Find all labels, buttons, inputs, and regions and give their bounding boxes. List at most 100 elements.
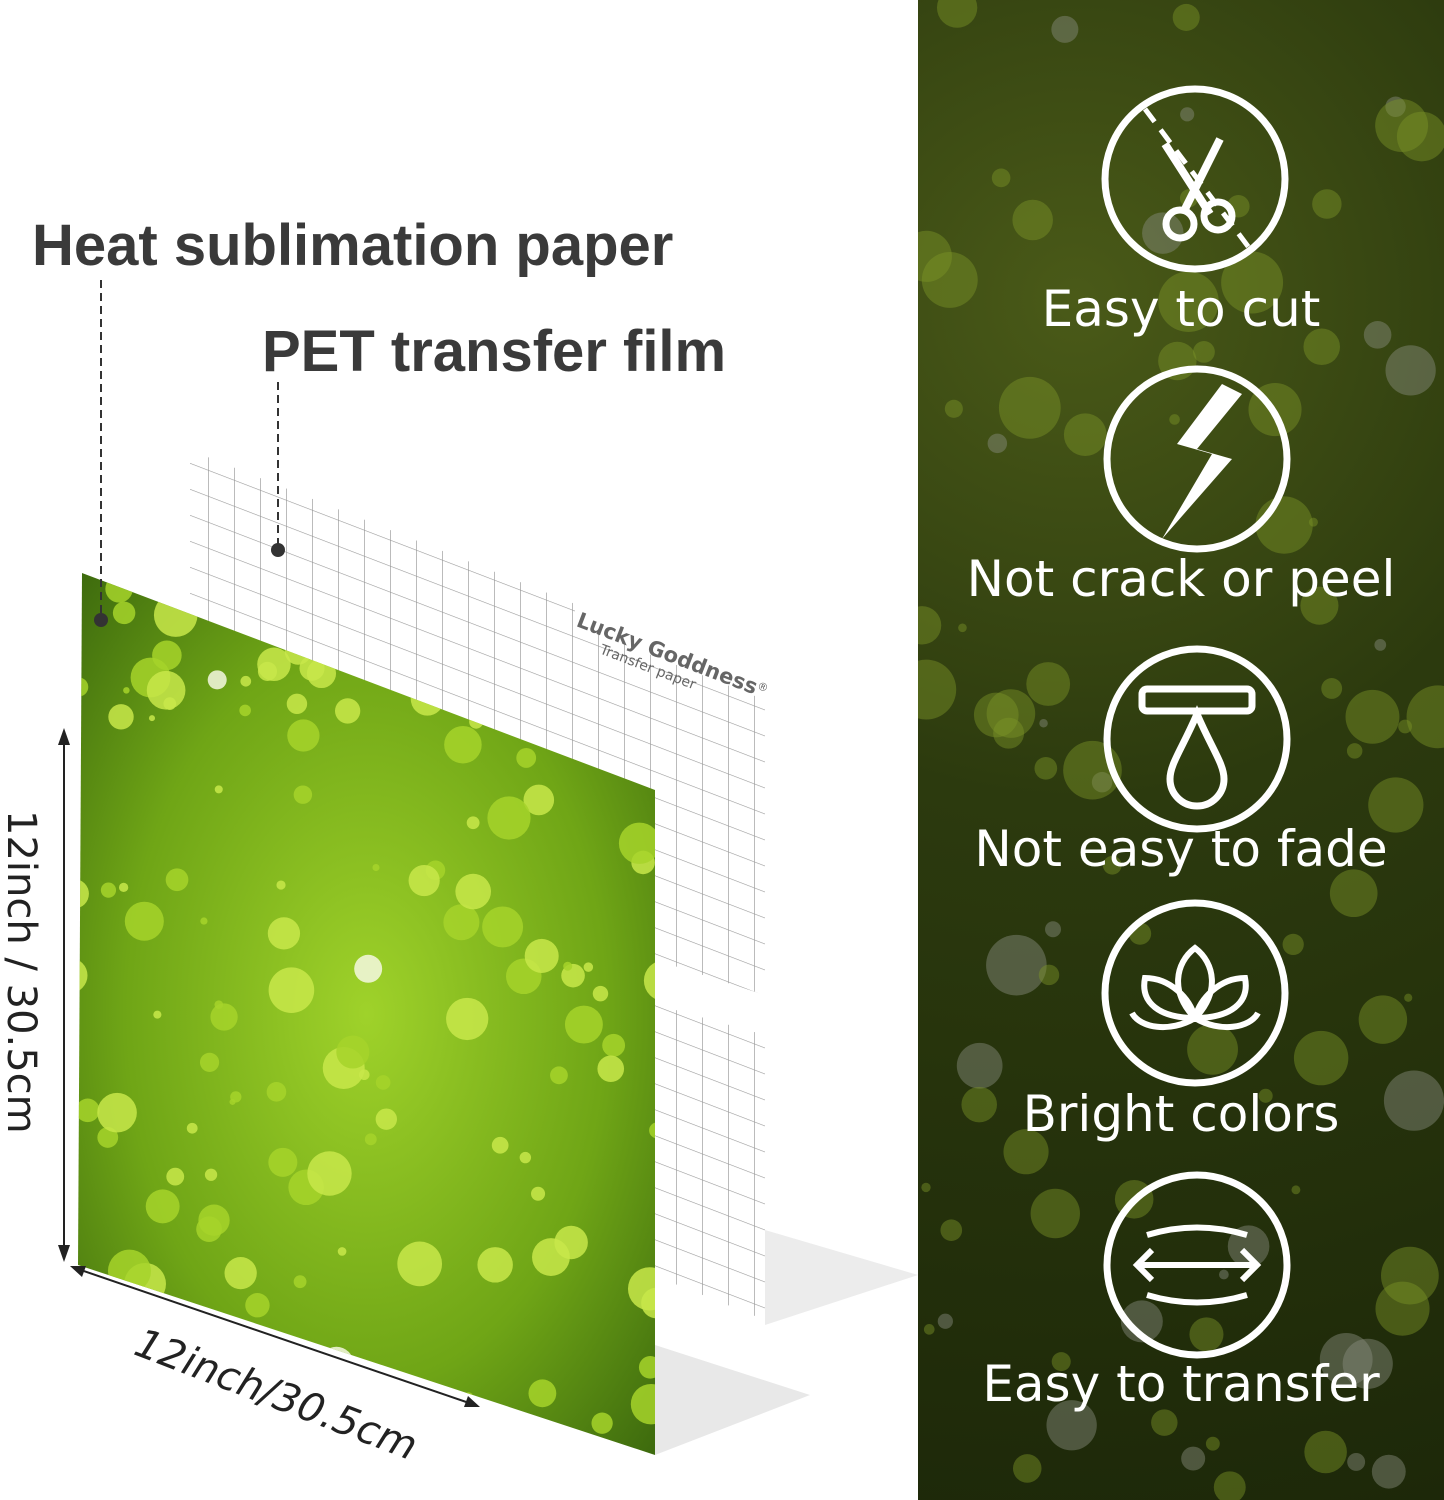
sheets-drawing [58, 280, 918, 1455]
bokeh-dot [1385, 345, 1436, 396]
bokeh-dot [1375, 99, 1429, 153]
bokeh-dot [1293, 1030, 1349, 1086]
bokeh-dot [1375, 1281, 1430, 1336]
glitter-dot [207, 670, 227, 690]
shadow [655, 1345, 810, 1455]
bokeh-dot [1213, 1471, 1246, 1500]
bokeh-dot [1396, 111, 1444, 162]
bokeh-dot [1282, 933, 1304, 956]
glitter-dot [78, 1098, 100, 1123]
glitter-dot [152, 1440, 163, 1450]
glitter-dot [602, 1033, 626, 1057]
bokeh-dot [991, 168, 1011, 188]
bokeh-dot [1385, 96, 1406, 117]
glitter-dot [318, 1346, 354, 1382]
glitter-dot [123, 687, 130, 694]
glitter-dot [268, 967, 315, 1014]
glitter-dot [78, 1420, 97, 1447]
bokeh-dot [986, 934, 1047, 996]
bokeh-dot [1180, 107, 1195, 122]
bokeh-dot [921, 1182, 931, 1193]
glitter-dot [286, 693, 308, 715]
glitter-dot [638, 1356, 655, 1379]
glitter-dot [239, 704, 251, 717]
bokeh-dot [1398, 719, 1413, 734]
glitter-dot [487, 796, 531, 840]
glitter-dot [97, 1092, 137, 1133]
glitter-dot [146, 670, 186, 710]
bokeh-dot [1380, 1246, 1439, 1305]
bokeh-dot [1063, 413, 1107, 457]
glitter-dot [153, 1010, 162, 1019]
bokeh-dot [918, 230, 952, 282]
bokeh-dot [1026, 662, 1071, 706]
bokeh-dot [961, 1086, 997, 1123]
heat-paper-callout: Heat sublimation paper [32, 213, 674, 278]
glitter-dot [550, 1066, 568, 1085]
bokeh-dot [1368, 777, 1424, 833]
glitter-dot [240, 675, 252, 687]
drop-icon [1103, 645, 1291, 833]
stretch-arrows-icon [1103, 1171, 1291, 1359]
glitter-dot [257, 647, 291, 682]
bokeh-dot [1321, 678, 1343, 699]
glitter-dot [224, 1256, 257, 1290]
glitter-dot [446, 997, 489, 1041]
glitter-dot [97, 1127, 119, 1148]
glitter-dot [148, 715, 156, 722]
feature-label: Easy to transfer [982, 1355, 1380, 1413]
glitter-dot [564, 1005, 603, 1044]
bokeh-dot [1189, 1317, 1224, 1352]
glitter-dot [630, 1383, 655, 1425]
bokeh-dot [918, 606, 942, 645]
bokeh-dot [1345, 689, 1400, 744]
glitter-dot [214, 1000, 224, 1009]
glitter-dot [118, 882, 129, 893]
glitter-dot [245, 1293, 270, 1318]
glitter-dot [166, 1167, 185, 1186]
glitter-dot [618, 822, 655, 864]
feature-label: Not easy to fade [974, 820, 1388, 878]
glitter-dot [583, 962, 594, 972]
glitter-dot [372, 863, 380, 872]
glitter-dot [408, 1388, 416, 1396]
crack-icon [1103, 365, 1291, 553]
bokeh-dot [1347, 1452, 1366, 1471]
glitter-dot [293, 1275, 307, 1289]
bokeh-dot [940, 1219, 963, 1242]
bokeh-dot [1308, 517, 1318, 527]
glitter-dot [334, 698, 361, 724]
glitter-dot [397, 1241, 443, 1287]
bokeh-dot [1038, 964, 1060, 986]
bokeh-dot [1120, 1300, 1163, 1343]
bokeh-dot [1169, 414, 1180, 425]
bokeh-dot [1046, 1400, 1097, 1451]
glitter-sheet [78, 573, 655, 1455]
features-panel: Easy to cut Not crack or peel Not easy t… [918, 0, 1444, 1500]
glitter-dot [105, 575, 133, 603]
feature-label: Easy to cut [1041, 280, 1321, 338]
glitter-dot [444, 725, 482, 764]
glitter-dot [531, 1186, 546, 1201]
feature-label: Not crack or peel [966, 550, 1396, 608]
glitter-dot [78, 1304, 95, 1351]
glitter-dot [666, 579, 673, 586]
glitter-dot [519, 1151, 532, 1164]
bokeh-dot [1030, 1188, 1080, 1239]
bokeh-dot [1219, 1269, 1229, 1280]
bokeh-dot [1312, 189, 1342, 219]
bokeh-dot [937, 1313, 953, 1329]
glitter-dot [186, 1122, 198, 1134]
glitter-dot [78, 677, 89, 697]
bokeh-dot [1329, 869, 1378, 918]
bokeh-dot [1102, 855, 1122, 875]
bokeh-dot [1346, 743, 1363, 759]
glitter-dot [204, 1168, 218, 1181]
glitter-dot [466, 816, 480, 830]
glitter-dot [100, 882, 117, 898]
glitter-dot [592, 985, 609, 1002]
scissors-icon [1101, 85, 1289, 273]
glitter-dot [229, 1098, 236, 1105]
glitter-dot [268, 1147, 298, 1177]
bokeh-dot [1342, 1338, 1393, 1389]
